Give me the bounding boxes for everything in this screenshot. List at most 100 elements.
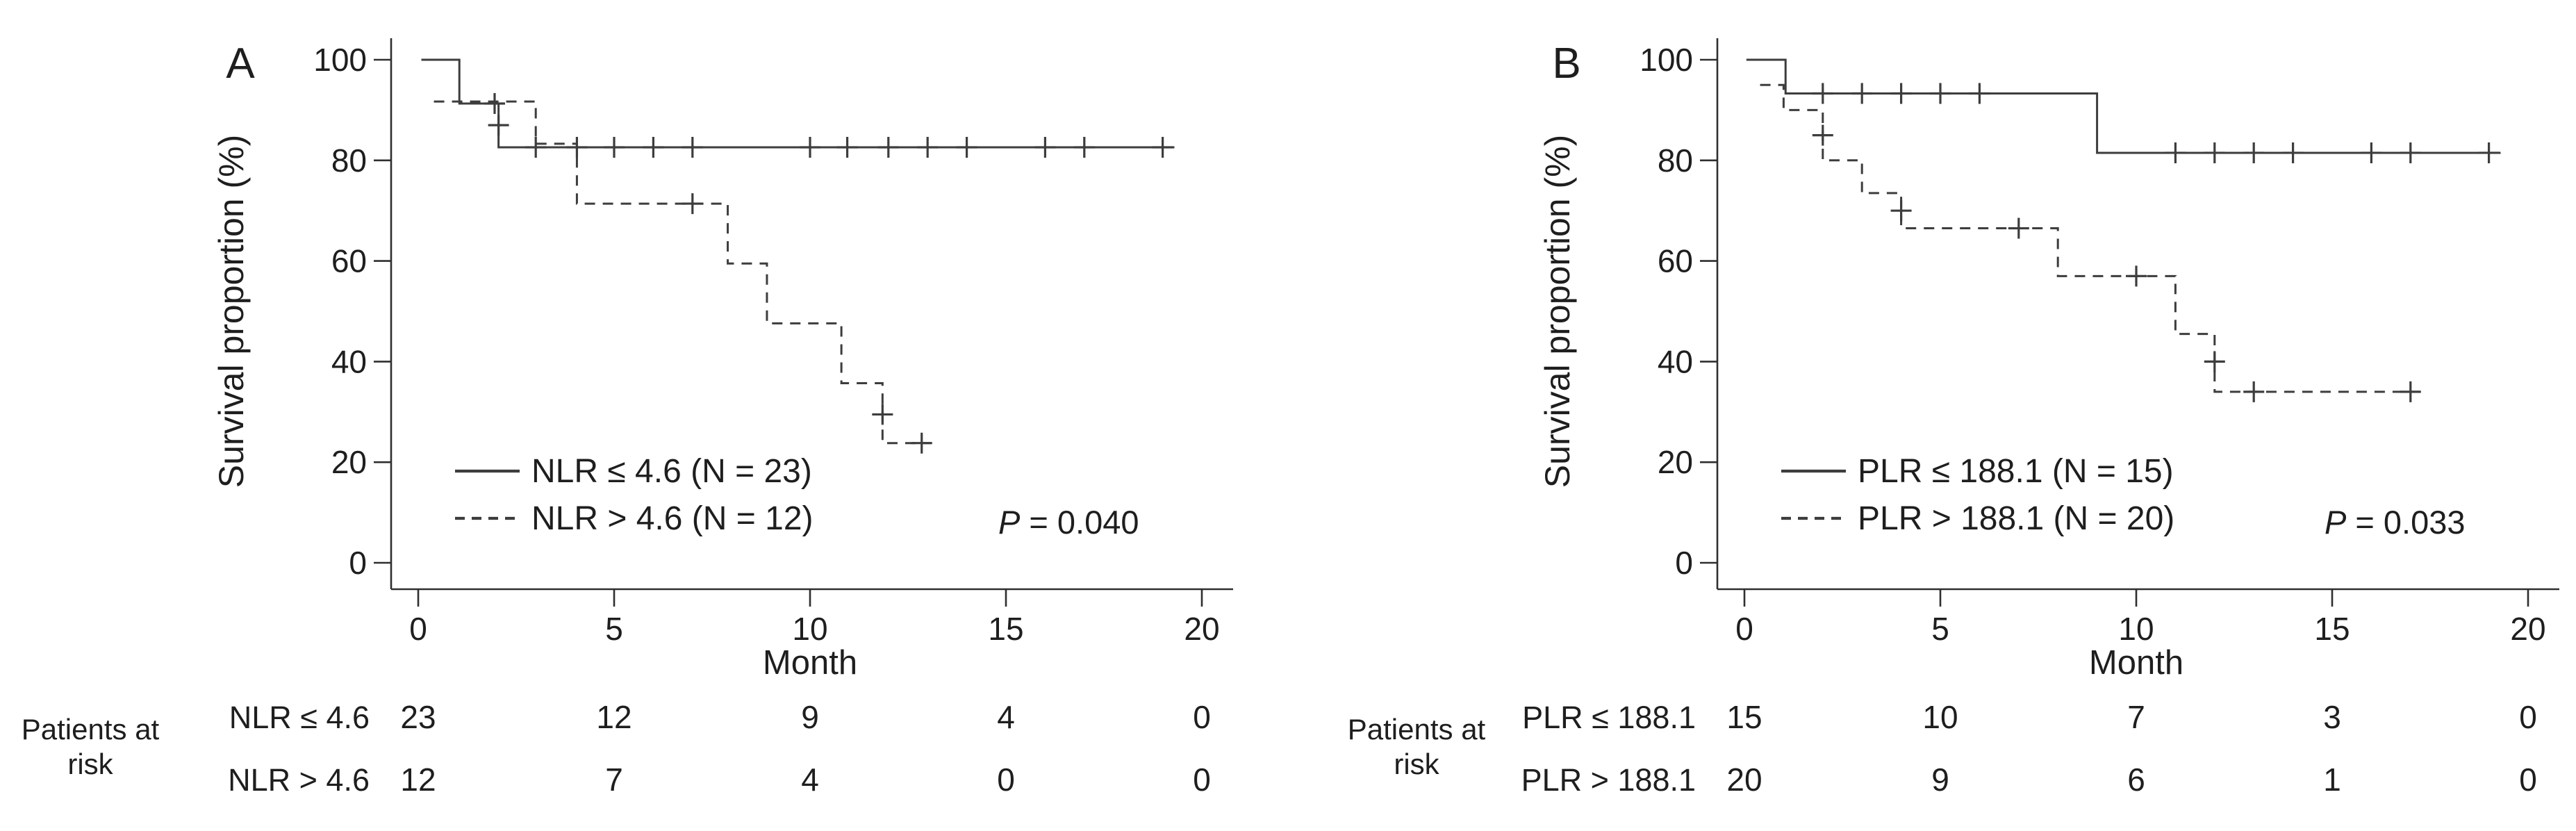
censor-tick-mark bbox=[1152, 136, 1173, 158]
y-tick-label: 40 bbox=[331, 343, 367, 379]
censor-tick-mark bbox=[2400, 381, 2421, 402]
censor-tick-mark bbox=[872, 404, 893, 425]
p-value-italic-prefix: P bbox=[998, 504, 1021, 541]
censor-tick-mark bbox=[836, 136, 858, 158]
censor-tick-mark bbox=[682, 193, 703, 215]
risk-count: 4 bbox=[997, 699, 1015, 735]
risk-count: 0 bbox=[2519, 762, 2537, 798]
x-tick-label: 0 bbox=[1735, 611, 1753, 647]
censor-tick-mark bbox=[2126, 265, 2147, 287]
risk-count: 0 bbox=[997, 762, 1015, 798]
censor-tick-mark bbox=[643, 136, 664, 158]
risk-count: 3 bbox=[2323, 699, 2341, 735]
p-value-label: P = 0.033 bbox=[2325, 504, 2466, 541]
censor-tick-mark bbox=[2243, 142, 2265, 163]
risk-count: 4 bbox=[801, 762, 819, 798]
censor-tick-mark bbox=[956, 136, 977, 158]
censor-tick-mark bbox=[2478, 142, 2500, 163]
censor-tick-mark bbox=[2165, 142, 2186, 163]
censor-tick-mark bbox=[917, 136, 939, 158]
risk-count: 15 bbox=[1726, 699, 1762, 735]
p-value-italic-prefix: P bbox=[2325, 504, 2347, 541]
legend-label: NLR > 4.6 (N = 12) bbox=[531, 500, 814, 537]
km-curve-solid bbox=[421, 58, 1175, 149]
censor-tick-mark bbox=[2361, 142, 2382, 163]
risk-count: 9 bbox=[801, 699, 819, 735]
risk-count: 12 bbox=[596, 699, 631, 735]
y-axis-title: Survival proportion (%) bbox=[1538, 135, 1577, 488]
risk-count: 7 bbox=[605, 762, 623, 798]
x-tick-label: 20 bbox=[2510, 611, 2545, 647]
y-tick-label: 80 bbox=[1658, 142, 1693, 179]
censor-tick-mark bbox=[1034, 136, 1056, 158]
censor-tick-mark bbox=[911, 432, 932, 454]
patients-at-risk-label: risk bbox=[67, 748, 113, 780]
panel-letter: B bbox=[1552, 40, 1580, 88]
patients-at-risk-label: Patients at bbox=[1348, 713, 1486, 746]
risk-count: 0 bbox=[1193, 762, 1211, 798]
risk-count: 12 bbox=[400, 762, 436, 798]
y-tick-label: 80 bbox=[331, 142, 367, 179]
patients-at-risk-label: Patients at bbox=[22, 713, 160, 746]
x-tick-label: 0 bbox=[409, 611, 427, 647]
risk-count: 7 bbox=[2127, 699, 2145, 735]
p-value-label: P = 0.040 bbox=[998, 504, 1139, 541]
risk-count: 10 bbox=[1922, 699, 1958, 735]
risk-count: 0 bbox=[2519, 699, 2537, 735]
y-tick-label: 0 bbox=[1675, 545, 1693, 581]
censor-tick-mark bbox=[1812, 83, 1833, 104]
y-tick-label: 100 bbox=[313, 42, 367, 78]
x-axis-title: Month bbox=[763, 644, 857, 682]
censor-tick-mark bbox=[1969, 83, 1990, 104]
censor-tick-mark bbox=[682, 136, 703, 158]
legend-label: PLR ≤ 188.1 (N = 15) bbox=[1858, 453, 2174, 490]
x-tick-label: 10 bbox=[792, 611, 827, 647]
censor-tick-mark bbox=[800, 136, 820, 158]
panel-letter: A bbox=[226, 40, 255, 88]
risk-count: 23 bbox=[400, 699, 436, 735]
risk-count: 9 bbox=[1931, 762, 1949, 798]
censor-tick-mark bbox=[2008, 217, 2029, 239]
y-tick-label: 20 bbox=[1658, 444, 1693, 480]
y-tick-label: 100 bbox=[1640, 42, 1693, 78]
legend-label: NLR ≤ 4.6 (N = 23) bbox=[531, 453, 812, 490]
km-curve-solid bbox=[1746, 58, 2501, 154]
patients-at-risk-label: risk bbox=[1394, 748, 1439, 780]
censor-tick-mark bbox=[1890, 200, 1912, 222]
censor-tick-mark bbox=[604, 136, 625, 158]
censor-tick-mark bbox=[2282, 142, 2304, 163]
x-tick-label: 5 bbox=[605, 611, 623, 647]
risk-row-label: PLR > 188.1 bbox=[1521, 762, 1696, 798]
km-curve-dashed bbox=[1760, 83, 2420, 393]
censor-tick-mark bbox=[1851, 83, 1873, 104]
km-curve-dashed bbox=[434, 100, 932, 445]
censor-tick-mark bbox=[2400, 142, 2421, 163]
censor-tick-mark bbox=[1073, 136, 1095, 158]
censor-tick-mark bbox=[1890, 83, 1912, 104]
risk-row-label: NLR ≤ 4.6 bbox=[229, 700, 370, 735]
y-tick-label: 40 bbox=[1658, 343, 1693, 379]
p-value-rest: = 0.033 bbox=[2346, 504, 2465, 541]
x-axis-title: Month bbox=[2089, 644, 2183, 682]
y-tick-label: 0 bbox=[349, 545, 367, 581]
censor-tick-mark bbox=[1930, 83, 1951, 104]
x-tick-label: 10 bbox=[2118, 611, 2154, 647]
censor-tick-mark bbox=[877, 136, 899, 158]
y-axis-title: Survival proportion (%) bbox=[212, 135, 251, 488]
risk-row-label: NLR > 4.6 bbox=[228, 762, 370, 798]
risk-count: 20 bbox=[1726, 762, 1762, 798]
censor-tick-mark bbox=[1812, 124, 1833, 146]
y-tick-label: 60 bbox=[1658, 243, 1693, 279]
x-tick-label: 15 bbox=[2314, 611, 2350, 647]
x-tick-label: 15 bbox=[988, 611, 1023, 647]
risk-count: 0 bbox=[1193, 699, 1211, 735]
risk-row-label: PLR ≤ 188.1 bbox=[1522, 700, 1696, 735]
risk-count: 1 bbox=[2323, 762, 2341, 798]
censor-tick-mark bbox=[525, 136, 547, 158]
censor-tick-mark bbox=[2243, 381, 2265, 402]
censor-tick-mark bbox=[2204, 142, 2225, 163]
p-value-rest: = 0.040 bbox=[1020, 504, 1139, 541]
